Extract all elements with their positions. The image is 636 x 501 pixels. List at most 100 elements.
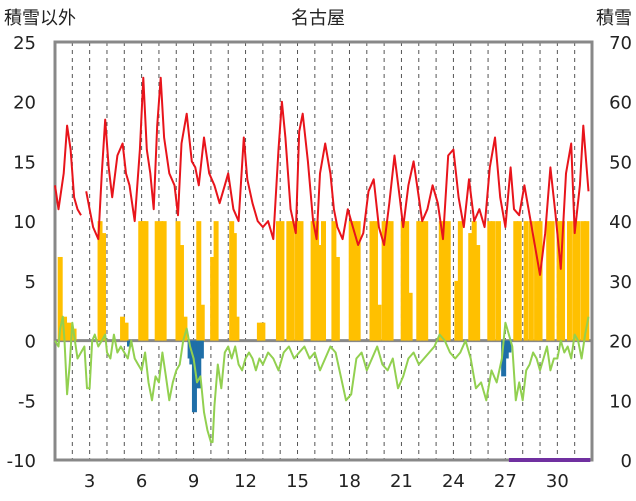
x-tick-label: 27 xyxy=(494,471,517,492)
precip-bar xyxy=(355,221,361,341)
precip-bar xyxy=(537,221,543,341)
precip-bar xyxy=(234,316,240,341)
precip-bar xyxy=(457,221,463,341)
left-tick-label: -5 xyxy=(18,391,36,412)
precip-bar xyxy=(314,221,320,341)
precip-bar xyxy=(213,221,219,341)
precip-bar xyxy=(123,322,129,341)
right-tick-label: 70 xyxy=(609,33,632,54)
precip-bar xyxy=(256,322,262,341)
precip-bar xyxy=(331,221,337,341)
left-tick-label: 20 xyxy=(13,93,36,114)
precip-bar xyxy=(560,221,566,341)
precip-bar xyxy=(210,256,216,341)
left-tick-label: -10 xyxy=(7,451,36,472)
precip-bar xyxy=(487,221,493,341)
precip-bar xyxy=(475,245,481,341)
precip-bar xyxy=(286,221,292,341)
precip-bar xyxy=(199,304,205,341)
precip-bar xyxy=(528,221,534,341)
precip-bar xyxy=(549,221,555,341)
negative-bar xyxy=(198,340,204,359)
precip-bar xyxy=(298,221,304,341)
line-series xyxy=(54,76,591,462)
precip-bar xyxy=(445,221,451,341)
precip-bar xyxy=(295,221,301,341)
precip-bar xyxy=(584,221,590,341)
precip-bar xyxy=(423,221,429,341)
precip-bar xyxy=(66,322,72,341)
precip-bar xyxy=(196,221,202,341)
right-tick-label: 10 xyxy=(609,391,632,412)
temperature-line xyxy=(54,124,82,216)
precip-bar xyxy=(546,221,552,341)
precip-bar xyxy=(471,221,477,341)
precip-bar xyxy=(101,233,107,341)
precip-bar xyxy=(516,221,522,341)
precip-bar xyxy=(407,292,413,341)
precip-bar xyxy=(580,221,586,341)
precip-bar xyxy=(175,221,181,341)
precip-bar xyxy=(575,221,581,341)
precip-bar xyxy=(534,221,540,341)
precip-bar xyxy=(376,304,382,341)
x-tick-label: 9 xyxy=(188,471,199,492)
precip-bar xyxy=(120,316,126,341)
negative-bar xyxy=(126,340,132,347)
precip-bar xyxy=(143,221,149,341)
precip-bar xyxy=(352,221,358,341)
precip-bar xyxy=(158,221,164,341)
left-axis-ticks: 25 20 15 10 5 0 -5 -10 xyxy=(7,33,36,472)
precip-bar xyxy=(438,221,444,341)
negative-bar xyxy=(503,340,509,359)
x-tick-label: 15 xyxy=(286,471,309,492)
precip-bar xyxy=(260,322,266,341)
precip-bar xyxy=(229,221,235,341)
right-tick-label: 30 xyxy=(609,272,632,293)
right-axis-ticks: 70 60 50 40 30 20 10 0 xyxy=(609,33,632,472)
left-tick-label: 5 xyxy=(25,272,36,293)
precip-bar xyxy=(442,221,448,341)
precip-bar xyxy=(572,221,578,341)
precip-bar xyxy=(138,221,144,341)
right-tick-label: 60 xyxy=(609,93,632,114)
precip-bar xyxy=(369,221,375,341)
precip-bar xyxy=(178,245,184,341)
precip-bar xyxy=(289,221,295,341)
precip-bar xyxy=(388,221,394,341)
precip-bar xyxy=(513,221,519,341)
x-tick-label: 21 xyxy=(390,471,413,492)
precip-bar xyxy=(321,221,326,341)
x-tick-label: 12 xyxy=(234,471,257,492)
precip-bar xyxy=(334,256,340,341)
precip-bar xyxy=(556,221,562,341)
precip-bar xyxy=(385,221,391,341)
precip-bar xyxy=(310,221,316,341)
plot-frame xyxy=(53,40,594,462)
precip-bar xyxy=(490,221,496,341)
precip-bar xyxy=(404,221,410,341)
precip-bar xyxy=(231,233,237,341)
right-tick-label: 50 xyxy=(609,152,632,173)
precip-bar xyxy=(400,221,406,341)
x-tick-label: 24 xyxy=(442,471,465,492)
negative-bar xyxy=(501,340,507,377)
left-tick-label: 0 xyxy=(25,332,36,353)
negative-bar xyxy=(196,340,202,389)
left-axis-label: 積雪以外 xyxy=(4,8,76,29)
chart-title: 名古屋 xyxy=(291,8,345,29)
right-axis-label: 積雪 xyxy=(596,8,632,29)
precip-bar xyxy=(154,221,160,341)
left-tick-label: 25 xyxy=(13,33,36,54)
x-axis-ticks: 3 6 9 12 15 18 21 24 27 30 xyxy=(84,471,569,492)
precip-bar xyxy=(97,221,103,341)
left-tick-label: 15 xyxy=(13,152,36,173)
precip-bar xyxy=(317,245,323,341)
x-tick-label: 6 xyxy=(136,471,147,492)
precip-bar xyxy=(161,221,167,341)
precip-bar xyxy=(182,316,188,341)
x-tick-label: 18 xyxy=(338,471,361,492)
precip-bar xyxy=(372,221,378,341)
x-tick-label: 3 xyxy=(84,471,95,492)
